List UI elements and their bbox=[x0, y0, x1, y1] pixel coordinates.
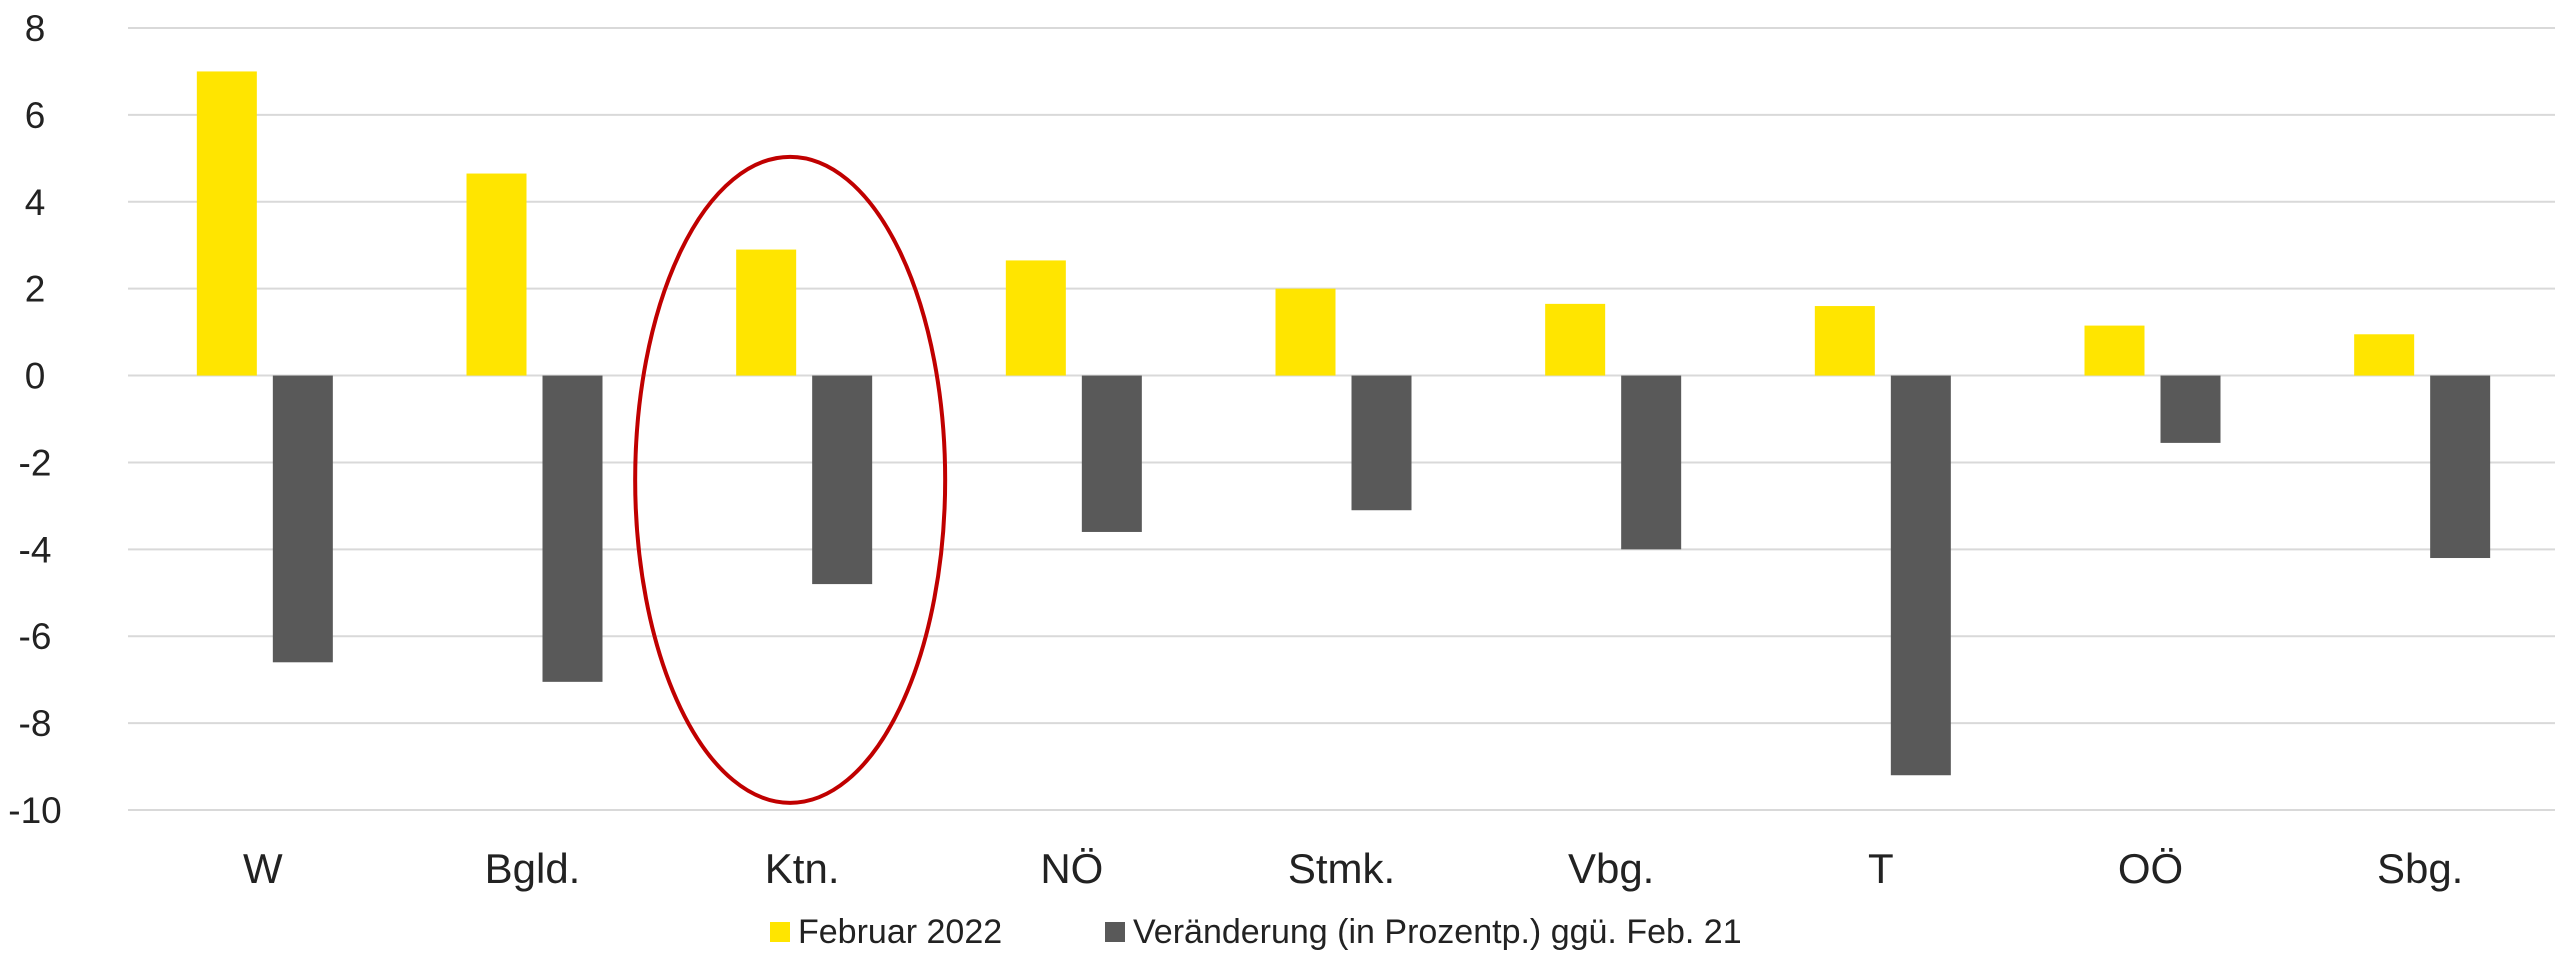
bar-change-1 bbox=[542, 375, 603, 682]
y-tick-label: -10 bbox=[8, 790, 61, 831]
y-tick-label: 0 bbox=[25, 356, 46, 397]
y-tick-label: -2 bbox=[19, 442, 52, 483]
bars bbox=[196, 71, 2491, 776]
bar-feb-2022-3 bbox=[1005, 260, 1066, 376]
bar-change-6 bbox=[1890, 375, 1951, 776]
highlight-ellipse bbox=[633, 154, 948, 805]
bar-feb-2022-2 bbox=[736, 249, 797, 376]
bar-change-8 bbox=[2430, 375, 2491, 559]
gridlines bbox=[128, 27, 2555, 811]
y-tick-label: 8 bbox=[25, 8, 46, 49]
bar-change-3 bbox=[1081, 375, 1142, 532]
y-tick-label: -4 bbox=[19, 529, 52, 570]
legend-swatch-1 bbox=[1105, 922, 1125, 942]
x-tick-label: W bbox=[243, 845, 283, 892]
x-tick-label: Bgld. bbox=[485, 845, 581, 892]
bar-change-4 bbox=[1351, 375, 1412, 511]
bar-feb-2022-7 bbox=[2084, 325, 2145, 376]
bar-feb-2022-6 bbox=[1814, 306, 1875, 376]
legend-label-1: Veränderung (in Prozentp.) ggü. Feb. 21 bbox=[1133, 913, 1742, 951]
x-tick-label: Sbg. bbox=[2377, 845, 2463, 892]
legend-swatch-0 bbox=[770, 922, 790, 942]
highlight-layer bbox=[633, 154, 948, 805]
y-tick-label: 6 bbox=[25, 95, 46, 136]
bar-feb-2022-8 bbox=[2354, 334, 2415, 376]
legend: Februar 2022 Veränderung (in Prozentp.) g… bbox=[770, 913, 1742, 951]
bar-change-0 bbox=[272, 375, 333, 663]
y-tick-label: 2 bbox=[25, 269, 46, 310]
x-tick-label: Ktn. bbox=[765, 845, 840, 892]
bar-change-5 bbox=[1621, 375, 1682, 550]
x-tick-label: OÖ bbox=[2118, 845, 2183, 892]
bar-change-7 bbox=[2160, 375, 2221, 443]
x-tick-label: Vbg. bbox=[1568, 845, 1654, 892]
y-axis-ticks: 8 6 4 2 0 -2 -4 -6 -8 -10 bbox=[8, 8, 61, 831]
y-tick-label: -8 bbox=[19, 703, 52, 744]
y-tick-label: -6 bbox=[19, 616, 52, 657]
x-tick-label: NÖ bbox=[1040, 845, 1103, 892]
bar-change-2 bbox=[812, 375, 873, 585]
y-tick-label: 4 bbox=[25, 182, 46, 223]
legend-label-0: Februar 2022 bbox=[798, 913, 1002, 951]
bar-feb-2022-5 bbox=[1545, 303, 1606, 376]
x-axis-labels: W Bgld. Ktn. NÖ Stmk. Vbg. T OÖ Sbg. bbox=[243, 845, 2463, 892]
bar-feb-2022-4 bbox=[1275, 288, 1336, 376]
x-tick-label: Stmk. bbox=[1288, 845, 1395, 892]
bar-feb-2022-1 bbox=[466, 173, 527, 376]
x-tick-label: T bbox=[1868, 845, 1894, 892]
bar-feb-2022-0 bbox=[196, 71, 257, 376]
